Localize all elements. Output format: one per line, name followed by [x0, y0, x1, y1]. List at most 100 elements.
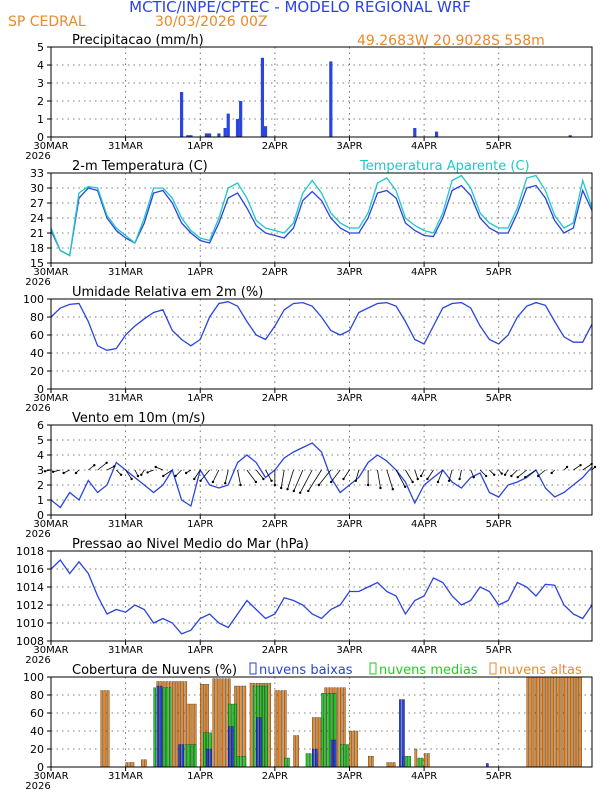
cloud-bar-blue — [312, 748, 315, 768]
precip-xtick-label: 2APR — [262, 141, 288, 152]
pres-xtick-label: 3APR — [336, 645, 362, 656]
clouds-xtick-label: 5APR — [486, 771, 512, 782]
wind-vector — [293, 469, 304, 492]
wind-vector-head — [411, 480, 414, 484]
wind-vector — [395, 469, 406, 487]
cloud-bar-green — [417, 757, 421, 768]
wind-vector-head — [593, 465, 597, 469]
wind-vector-head — [342, 477, 345, 481]
wind-vector-head — [146, 471, 149, 474]
rh-year-label: 2026 — [25, 403, 50, 414]
wind-vector — [427, 469, 434, 480]
wind-vector-head — [286, 488, 289, 491]
cloud-bar-orange — [371, 756, 374, 768]
cloud-bar-orange — [367, 756, 371, 768]
wind-vector — [125, 469, 132, 480]
cloud-bar-blue — [181, 744, 184, 768]
wind-ytick-label: 3 — [37, 464, 44, 477]
wind-vector — [175, 469, 182, 477]
cloud-bar-orange — [243, 685, 247, 768]
wind-vector — [212, 469, 220, 483]
wind-vector — [88, 464, 95, 471]
cloud-bar-orange — [545, 676, 548, 768]
clouds-xtick-label: 2APR — [262, 771, 288, 782]
wind-vector — [106, 466, 115, 471]
precip-bar — [226, 113, 230, 137]
wind-ytick-label: 6 — [37, 419, 44, 432]
cloud-bar-green — [327, 693, 331, 768]
precip-panel: 0 1 2 3 4 5 30MAR 31MAR 1APR 2APR 3APR 4APR 5APR 2026… — [25, 33, 593, 162]
wind-vector-head — [292, 489, 296, 493]
cloud-bar-green — [193, 744, 197, 768]
clouds-ytick-label: 80 — [30, 689, 44, 702]
cloud-bar-orange — [423, 753, 427, 768]
rh-ytick-label: 20 — [30, 365, 44, 378]
wind-vector-head — [105, 461, 108, 464]
wind-vector-head — [184, 471, 188, 475]
cloud-bar-green — [287, 757, 290, 768]
cloud-bar-green — [305, 753, 309, 768]
wind-vector-head — [136, 474, 140, 478]
pres-ytick-label: 1016 — [16, 563, 44, 576]
cloud-bar-orange — [131, 762, 135, 768]
pres-xtick-label: 1APR — [187, 645, 213, 656]
cloud-bar-orange — [526, 676, 530, 768]
cloud-bar-blue — [333, 739, 337, 768]
cloud-bar-blue — [228, 726, 231, 768]
cloud-bar-blue — [486, 763, 489, 768]
temp-xtick-label: 2APR — [262, 267, 288, 278]
cloud-bar-orange — [280, 690, 284, 768]
wind-vector — [224, 469, 229, 484]
cloud-bar-orange — [284, 690, 287, 768]
cloud-bar-orange — [389, 762, 393, 768]
wind-vector-head — [174, 474, 177, 478]
wind-vector-head — [130, 477, 133, 481]
cloud-bar-green — [168, 687, 172, 768]
temp-line-cyan — [50, 174, 593, 257]
wind-vector — [470, 469, 475, 478]
cloud-bar-blue — [315, 748, 318, 768]
cloud-bar-orange — [576, 676, 579, 768]
wind-panel: 0 1 2 3 4 5 6 30MAR 31MAR 1APR 2APR 3APR 4APR 5APR 202… — [25, 411, 597, 540]
cloud-bar-orange — [268, 683, 271, 768]
rh-ytick-label: 0 — [37, 383, 44, 396]
temp-ytick-label: 30 — [30, 182, 44, 195]
cloud-bar-orange — [538, 676, 542, 768]
wind-vector-head — [500, 472, 503, 475]
header-coords: 49.2683W 20.9028S 558m — [357, 33, 545, 49]
precip-ytick-label: 4 — [37, 59, 44, 72]
cloud-legend-blue: nuvens baixas — [259, 663, 353, 678]
pres-frame — [50, 550, 593, 642]
precip-bar — [260, 57, 265, 137]
cloud-bar-orange — [535, 676, 539, 768]
cloud-bar-orange — [560, 676, 564, 768]
cloud-bar-orange — [386, 762, 390, 768]
wind-ytick-label: 5 — [37, 434, 44, 447]
temp-ytick-label: 21 — [30, 227, 44, 240]
temp-xtick-label: 4APR — [411, 267, 437, 278]
temp-ytick-label: 15 — [30, 257, 44, 270]
cloud-bar-blue — [259, 717, 262, 768]
cloud-bar-green — [284, 757, 287, 768]
clouds-frame — [50, 676, 593, 768]
wind-vector — [237, 469, 241, 486]
wind-vector — [525, 469, 537, 478]
clouds-ytick-label: 0 — [37, 761, 44, 774]
temp-ytick-label: 18 — [30, 242, 44, 255]
wind-xtick-label: 30MAR — [33, 519, 68, 530]
wind-vector — [163, 469, 173, 477]
header-run: 30/03/2026 00Z — [155, 14, 268, 30]
clouds-year-label: 2026 — [25, 781, 50, 792]
header-title: MCTIC/INPE/CPTEC - MODELO REGIONAL WRF — [129, 0, 471, 16]
pres-title: Pressao ao Nivel Medio do Mar (hPa) — [72, 537, 309, 552]
cloud-legend-swatch — [489, 662, 497, 675]
wind-vector-head — [199, 479, 202, 482]
wind-vector-head — [162, 474, 165, 478]
wind-vector — [307, 469, 322, 492]
clouds-ytick-label: 60 — [30, 707, 44, 720]
cloud-bar-orange — [352, 730, 355, 768]
wind-vector-head — [74, 471, 78, 475]
pres-panel: 1008 1010 1012 1014 1016 1018 30MAR 31MAR 1APR 2A… — [16, 537, 593, 666]
cloud-bar-orange — [542, 676, 545, 768]
